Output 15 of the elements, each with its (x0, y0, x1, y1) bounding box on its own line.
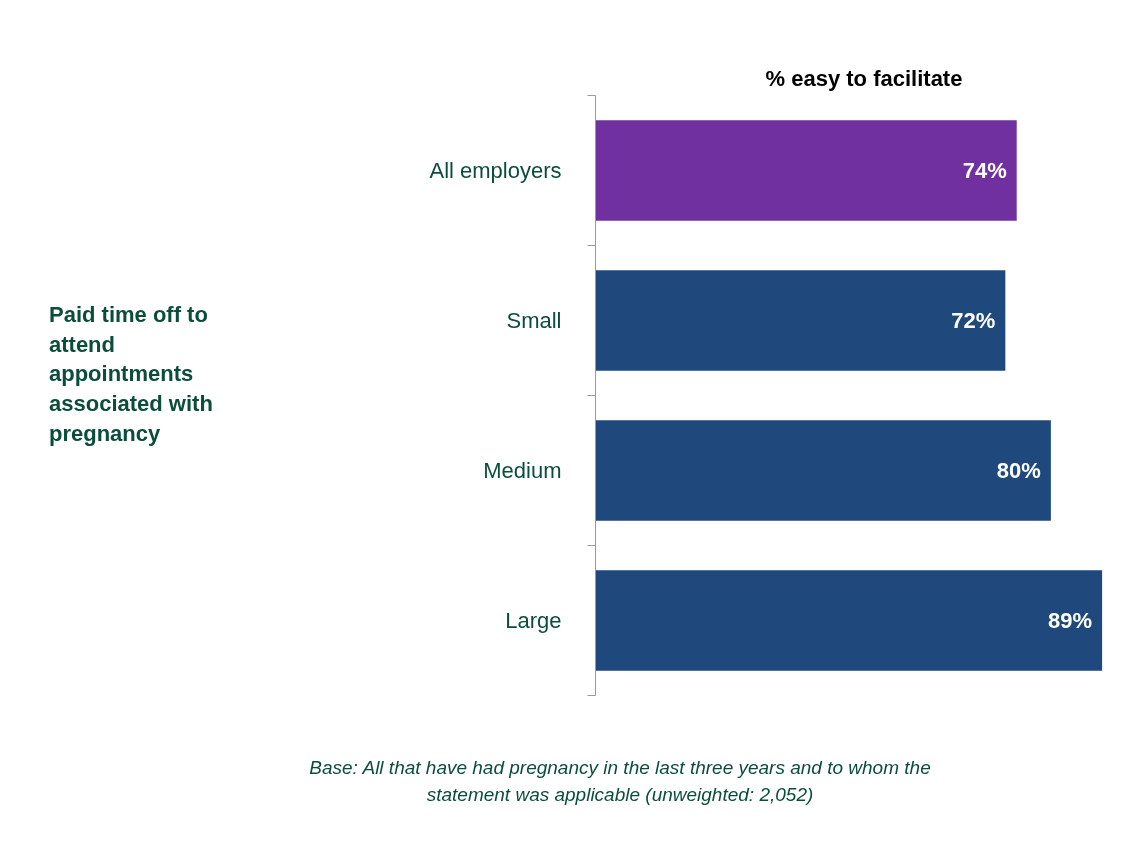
bar (595, 570, 1103, 671)
text: Base: All that have had pregnancy in the last three years and to whom the statement was applicable (unweighted: 2,052) (309, 756, 931, 807)
data-label: 80% (996, 458, 1041, 483)
y-tick-label: Large (505, 608, 562, 633)
y-tick-label: All employers (429, 158, 562, 183)
data-label: 72% (951, 308, 996, 333)
y-tick-label: Small (506, 308, 562, 333)
bar (595, 120, 1017, 221)
data-label: 74% (962, 158, 1007, 183)
y-tick-label: Medium (483, 458, 562, 483)
bar (595, 420, 1051, 521)
text: Paid time off to attend appointments associated with pregnancy (49, 301, 213, 448)
data-label: 89% (1048, 608, 1093, 633)
chart-title: % easy to facilitate (765, 65, 963, 91)
bar (595, 270, 1006, 371)
